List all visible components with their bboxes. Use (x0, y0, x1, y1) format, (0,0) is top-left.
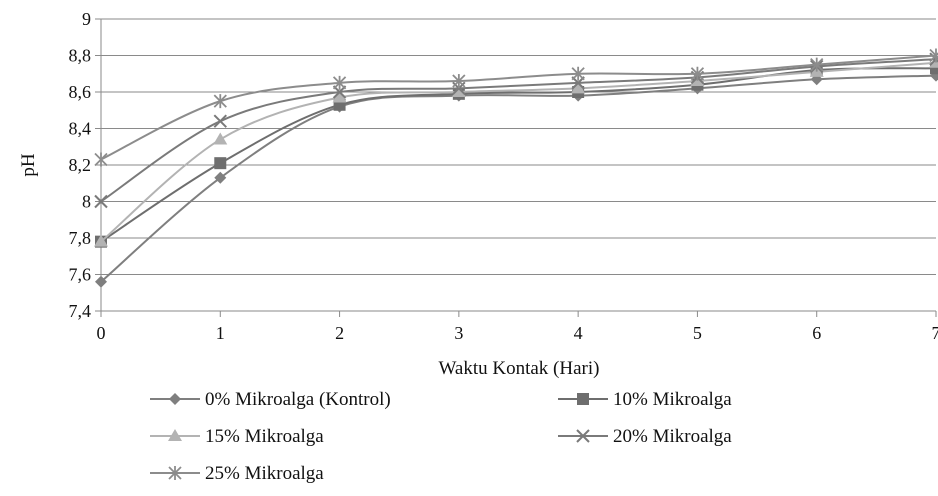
legend-label: 0% Mikroalga (Kontrol) (205, 389, 391, 410)
data-point (214, 94, 226, 108)
x-tick-label: 0 (97, 323, 106, 343)
y-tick-label: 8 (82, 192, 91, 212)
x-tick-label: 5 (693, 323, 702, 343)
y-tick-label: 8,6 (69, 82, 92, 102)
legend-marker (577, 393, 589, 405)
legend-label: 20% Mikroalga (613, 426, 732, 447)
series-line (101, 68, 936, 241)
y-tick-label: 7,4 (69, 301, 92, 321)
x-tick-label: 2 (335, 323, 344, 343)
x-tick-label: 4 (574, 323, 583, 343)
series-2 (94, 56, 938, 247)
legend-marker (169, 393, 181, 405)
legend-item-1: 10% Mikroalga (558, 389, 732, 410)
legend-label: 15% Mikroalga (205, 426, 324, 447)
legend-item-4: 25% Mikroalga (150, 463, 324, 484)
x-tick-label: 1 (216, 323, 225, 343)
data-point (95, 153, 107, 167)
legend-label: 25% Mikroalga (205, 463, 324, 484)
series-line (101, 63, 936, 242)
y-axis-title: pH (18, 153, 39, 177)
y-tick-label: 7,6 (69, 265, 92, 285)
data-point (214, 115, 226, 127)
y-tick-label: 9 (82, 9, 91, 29)
legend-item-2: 15% Mikroalga (150, 426, 324, 447)
x-tick-label: 3 (454, 323, 463, 343)
y-tick-label: 8,8 (69, 46, 92, 66)
y-tick-label: 7,8 (69, 228, 92, 248)
data-point (213, 132, 227, 144)
x-tick-label: 7 (932, 323, 938, 343)
x-tick-label: 6 (812, 323, 821, 343)
legend: 0% Mikroalga (Kontrol) 10% Mikroalga 15% M… (150, 389, 732, 484)
y-tick-label: 8,2 (69, 155, 92, 175)
data-point (214, 157, 226, 169)
series-layer (94, 49, 938, 288)
x-axis-title: Waktu Kontak (Hari) (439, 358, 600, 379)
legend-item-3: 20% Mikroalga (558, 426, 732, 447)
y-tick-label: 8,4 (69, 119, 92, 139)
legend-item-0: 0% Mikroalga (Kontrol) (150, 389, 391, 410)
legend-label: 10% Mikroalga (613, 389, 732, 410)
